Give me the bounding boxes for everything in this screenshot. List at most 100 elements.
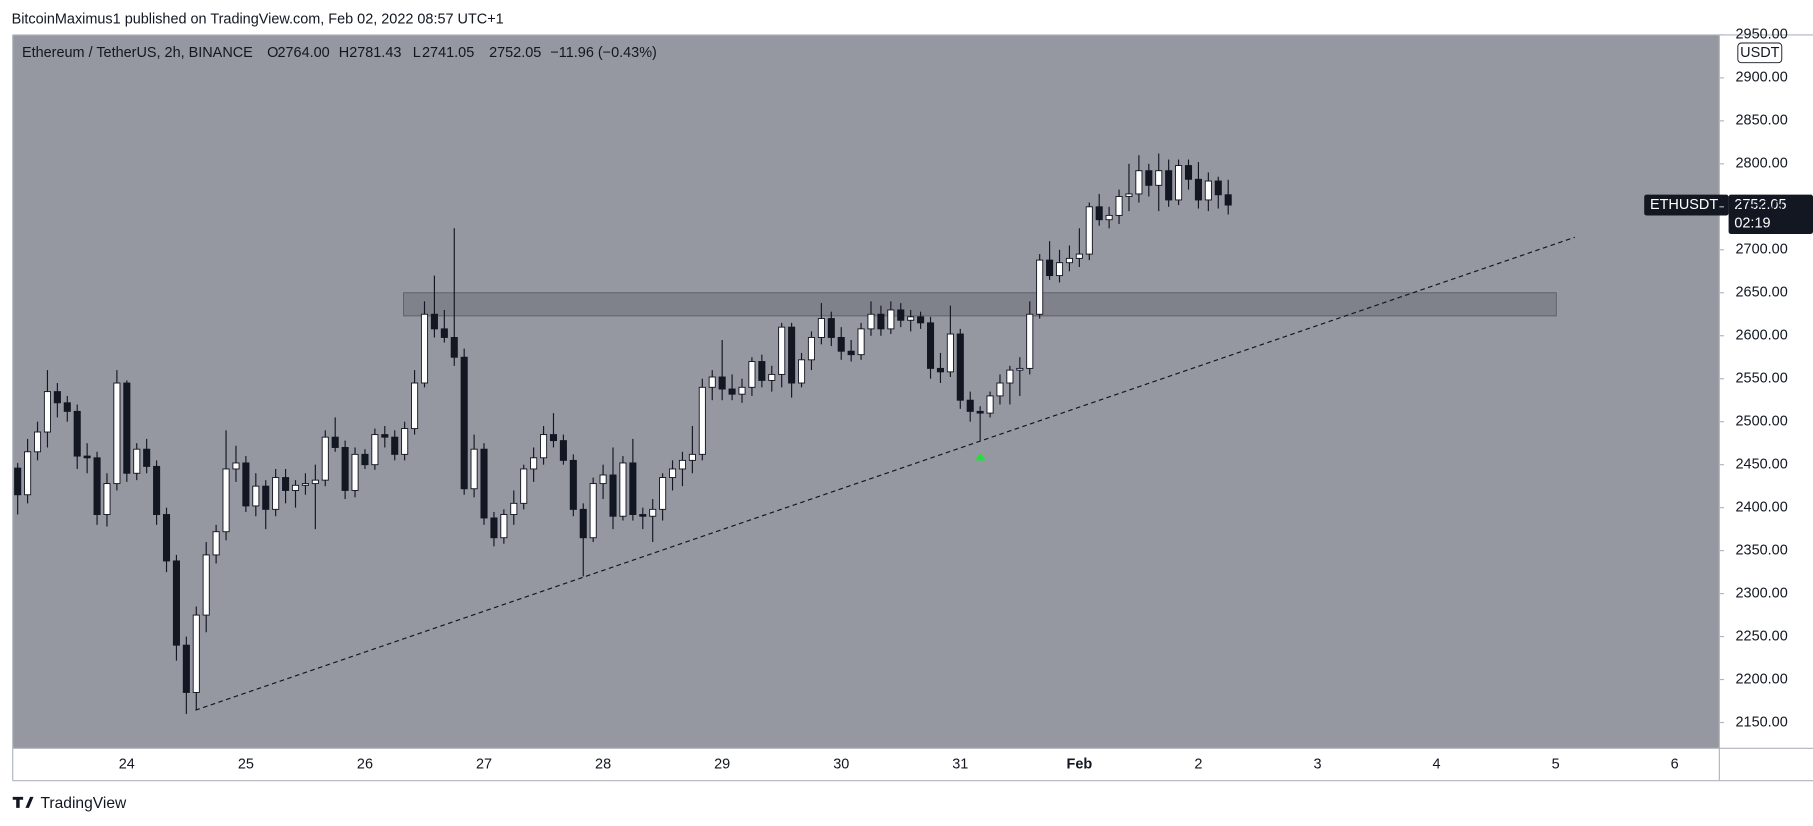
- candle-body: [73, 410, 81, 457]
- candle-body: [629, 462, 637, 515]
- x-tick-label: Feb: [1067, 756, 1093, 772]
- x-tick-label: 3: [1313, 756, 1321, 772]
- candle-body: [430, 313, 438, 330]
- candle-body: [14, 467, 22, 496]
- price-tag: ETHUSDT 2752.05 02:19: [1644, 194, 1813, 234]
- candle-body: [272, 477, 280, 510]
- candle-body: [93, 457, 101, 515]
- legend-label: H: [339, 45, 349, 61]
- candle-body: [222, 468, 230, 533]
- candle-body: [1165, 170, 1173, 201]
- candle-body: [361, 453, 369, 466]
- candle-body: [867, 313, 875, 330]
- plot-area: [12, 34, 1720, 749]
- y-tick-label: 2350.00: [1736, 542, 1788, 558]
- candle-body: [748, 361, 756, 388]
- candle-body: [1065, 257, 1073, 264]
- candle-body: [1095, 206, 1103, 221]
- ascending-trendline: [195, 236, 1575, 711]
- candle-body: [262, 485, 270, 510]
- candle-body: [1046, 259, 1054, 277]
- candle-body: [688, 453, 696, 461]
- x-tick-label: 4: [1433, 756, 1441, 772]
- candle-body: [589, 483, 597, 539]
- resistance-zone: [403, 292, 1557, 317]
- legend-value: 2752.05: [489, 45, 541, 61]
- candle-body: [956, 333, 964, 401]
- legend-title: Ethereum / TetherUS, 2h, BINANCE: [22, 45, 253, 61]
- legend-label: L: [413, 45, 421, 61]
- candle-body: [599, 474, 607, 485]
- candle-body: [192, 614, 200, 693]
- candle-body: [153, 465, 161, 515]
- candle-body: [797, 359, 806, 384]
- candle-body: [480, 448, 488, 519]
- candle-body: [123, 382, 131, 474]
- x-tick-label: 6: [1671, 756, 1679, 772]
- candle-body: [946, 333, 954, 373]
- candle-body: [669, 468, 677, 479]
- candle-body: [391, 436, 399, 455]
- candle-body: [758, 361, 766, 381]
- currency-badge: [1737, 42, 1783, 64]
- legend-label: O: [267, 45, 278, 61]
- candle-body: [708, 376, 716, 388]
- candle-body: [252, 485, 260, 507]
- candle-body: [33, 431, 42, 453]
- candle-body: [113, 382, 121, 485]
- price-tag-symbol: ETHUSDT: [1650, 197, 1718, 213]
- price-tag-price: 2752.05: [1734, 197, 1786, 213]
- candle-body: [817, 318, 825, 338]
- y-tick-label: 2900.00: [1736, 70, 1788, 86]
- candle-body: [1016, 367, 1024, 371]
- candle-body: [301, 483, 309, 486]
- candle-body: [63, 402, 71, 412]
- candle-body: [1184, 165, 1193, 180]
- footer-logo: TradingView: [12, 795, 127, 812]
- candle-body: [321, 436, 329, 481]
- candle-body: [520, 468, 528, 504]
- price-tag-symbol-box: [1644, 194, 1729, 216]
- publish-header: BitcoinMaximus1 published on TradingView…: [12, 12, 504, 28]
- candle-body: [887, 309, 895, 330]
- candle-body: [609, 474, 617, 517]
- price-tag-box: [1728, 194, 1813, 234]
- y-tick-label: 2500.00: [1736, 414, 1788, 430]
- candle-body: [678, 459, 687, 470]
- candle-body: [1036, 259, 1044, 315]
- x-tick-label: 27: [476, 756, 492, 772]
- y-tick-label: 2800.00: [1736, 156, 1788, 172]
- candle-body: [133, 448, 141, 474]
- y-tick-label: 2550.00: [1736, 371, 1788, 387]
- candle-body: [490, 517, 498, 539]
- legend-change: −11.96 (−0.43%): [550, 45, 656, 61]
- candle-body: [728, 388, 736, 395]
- y-tick-label: 2750.00: [1736, 199, 1788, 215]
- candle-body: [1155, 170, 1163, 186]
- candle-body: [1204, 180, 1212, 201]
- candle-body: [837, 336, 845, 352]
- y-tick-label: 2400.00: [1736, 499, 1788, 515]
- price-tag-countdown: 02:19: [1734, 215, 1770, 231]
- y-tick-label: 2250.00: [1736, 628, 1788, 644]
- candle-body: [847, 350, 855, 356]
- x-tick-label: 30: [833, 756, 849, 772]
- currency-label: USDT: [1740, 45, 1779, 61]
- candle-body: [1006, 369, 1014, 384]
- y-tick-label: 2600.00: [1736, 328, 1788, 344]
- candle-body: [83, 455, 91, 459]
- y-tick-label: 2850.00: [1736, 113, 1788, 129]
- y-tick-label: 2650.00: [1736, 285, 1788, 301]
- candle-body: [291, 484, 300, 491]
- candles: [14, 153, 1232, 714]
- candle-body: [1135, 170, 1143, 195]
- candle-body: [341, 447, 349, 491]
- candle-body: [24, 451, 32, 496]
- y-tick-label: 2450.00: [1736, 456, 1788, 472]
- x-tick-label: 26: [357, 756, 373, 772]
- candle-body: [1055, 262, 1064, 277]
- candle-body: [788, 326, 796, 384]
- candle-body: [926, 322, 935, 369]
- candle-body: [1075, 253, 1083, 259]
